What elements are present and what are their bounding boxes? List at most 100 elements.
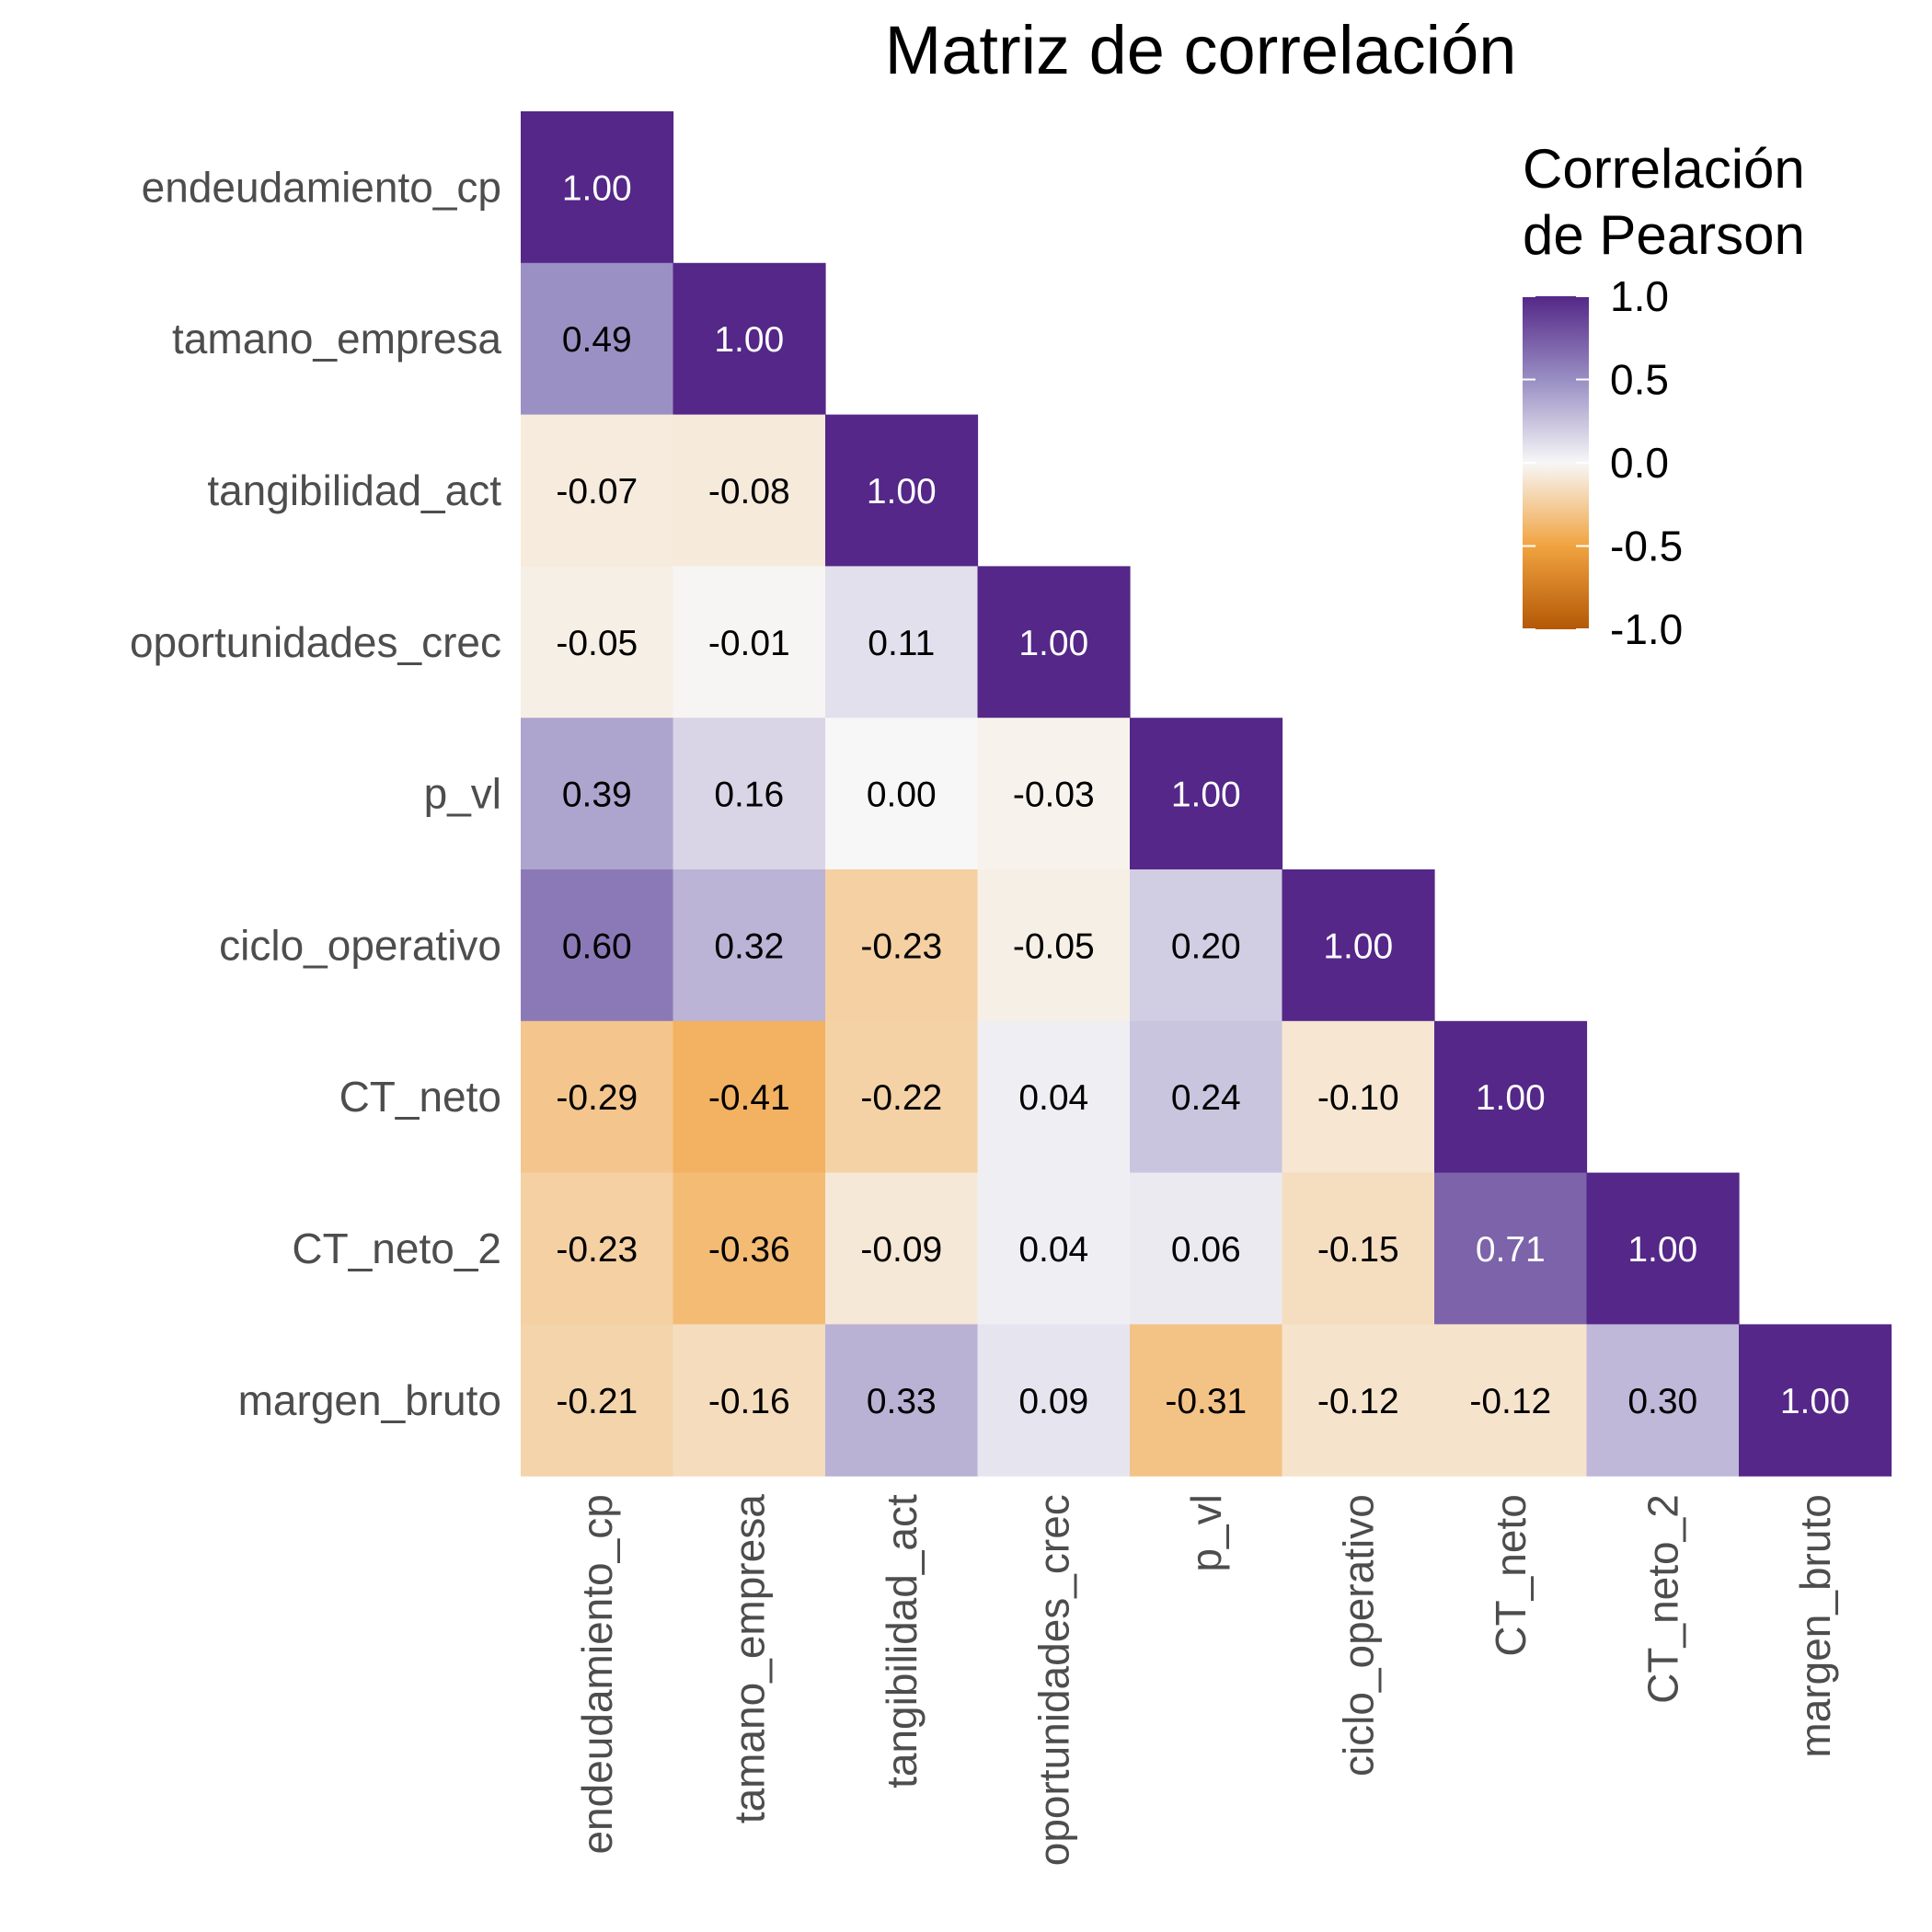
x-axis-label: endeudamiento_cp [573, 1494, 621, 1854]
cell-value-label: -0.12 [1317, 1382, 1399, 1421]
x-axis-label: CT_neto [1487, 1494, 1535, 1656]
x-axis-label: p_vl [1182, 1494, 1230, 1571]
heatmap-cell [1434, 1324, 1588, 1477]
cell-value-label: 1.00 [1780, 1382, 1850, 1421]
heatmap-cell [977, 869, 1131, 1022]
y-axis-labels: endeudamiento_cp tamano_empresa tangibilid… [130, 163, 501, 1423]
heatmap-cell [521, 718, 674, 870]
heatmap-cell [1434, 1020, 1588, 1174]
heatmap-cell [1130, 1020, 1283, 1174]
cell-value-label: 0.33 [867, 1382, 937, 1421]
heatmap-cells: 1.00 0.49 1.00 -0.07 -0.08 1.00 -0.05 -0.01 0.11… [521, 111, 1892, 1477]
heatmap-cell [977, 1324, 1131, 1477]
cell-value-label: -0.12 [1469, 1382, 1551, 1421]
heatmap-cell [1586, 1172, 1740, 1325]
heatmap-cell [1130, 718, 1283, 870]
y-axis-label: tangibilidad_act [207, 466, 501, 514]
cell-value-label: 0.06 [1171, 1230, 1241, 1270]
cell-value-label: -0.01 [708, 624, 790, 663]
heatmap-cell [825, 1172, 979, 1325]
heatmap-cell [1282, 1020, 1435, 1174]
legend-title-line-1: Correlación [1523, 138, 1805, 200]
heatmap-cell [825, 718, 979, 870]
heatmap-cell [1130, 869, 1283, 1022]
cell-value-label: -0.36 [708, 1230, 790, 1270]
heatmap-cell [825, 414, 979, 567]
x-axis-label: oportunidades_crec [1029, 1494, 1077, 1866]
cell-value-label: -0.23 [860, 926, 942, 966]
y-axis-label: ciclo_operativo [219, 921, 501, 969]
heatmap-cell [673, 1324, 826, 1477]
heatmap-cell [521, 111, 674, 264]
cell-value-label: -0.29 [556, 1078, 638, 1118]
heatmap-cell [977, 1020, 1131, 1174]
legend-tick-label: 1.0 [1610, 272, 1669, 320]
x-axis-label: ciclo_operativo [1334, 1494, 1382, 1777]
heatmap-cell [673, 414, 826, 567]
cell-value-label: 0.24 [1171, 1078, 1241, 1118]
heatmap-cell [825, 1020, 979, 1174]
heatmap-cell [1282, 1324, 1435, 1477]
cell-value-label: 0.16 [714, 776, 784, 815]
heatmap-cell [1739, 1324, 1892, 1477]
x-axis-label: tangibilidad_act [878, 1494, 926, 1788]
cell-value-label: -0.05 [556, 624, 638, 663]
heatmap-cell [673, 869, 826, 1022]
cell-value-label: 0.39 [562, 776, 632, 815]
legend-tick-label: -1.0 [1610, 605, 1683, 653]
heatmap-cell [977, 1172, 1131, 1325]
cell-value-label: 0.20 [1171, 926, 1241, 966]
heatmap-cell [1282, 1172, 1435, 1325]
cell-value-label: -0.22 [860, 1078, 942, 1118]
cell-value-label: 0.32 [714, 926, 784, 966]
cell-value-label: -0.03 [1013, 776, 1095, 815]
cell-value-label: -0.16 [708, 1382, 790, 1421]
heatmap-cell [521, 566, 674, 719]
cell-value-label: -0.08 [708, 472, 790, 512]
cell-value-label: 0.00 [867, 776, 937, 815]
legend-tick-label: 0.5 [1610, 356, 1669, 404]
cell-value-label: -0.05 [1013, 926, 1095, 966]
cell-value-label: -0.23 [556, 1230, 638, 1270]
legend-tick-label: 0.0 [1610, 439, 1669, 487]
cell-value-label: 0.09 [1018, 1382, 1088, 1421]
heatmap-cell [673, 718, 826, 870]
y-axis-label: CT_neto_2 [292, 1225, 501, 1272]
cell-value-label: 0.49 [562, 320, 632, 360]
cell-value-label: -0.41 [708, 1078, 790, 1118]
chart-title: Matriz de correlación [885, 12, 1517, 88]
cell-value-label: 1.00 [1171, 776, 1241, 815]
cell-value-label: -0.09 [860, 1230, 942, 1270]
heatmap-cell [673, 566, 826, 719]
x-axis-label: margen_bruto [1791, 1494, 1839, 1757]
y-axis-label: endeudamiento_cp [142, 163, 501, 211]
heatmap-cell [977, 566, 1131, 719]
legend: Correlación de Pearson 1.0 0.5 0.0 -0.5 -1.0 [1523, 138, 1805, 653]
heatmap-cell [825, 1324, 979, 1477]
cell-value-label: -0.15 [1317, 1230, 1399, 1270]
cell-value-label: 0.04 [1018, 1078, 1088, 1118]
cell-value-label: -0.10 [1317, 1078, 1399, 1118]
heatmap-cell [1434, 1172, 1588, 1325]
y-axis-label: oportunidades_crec [130, 618, 501, 666]
x-axis-label: CT_neto_2 [1639, 1494, 1686, 1704]
heatmap-cell [521, 414, 674, 567]
heatmap-cell [1130, 1172, 1283, 1325]
heatmap-cell [521, 1020, 674, 1174]
cell-value-label: 0.30 [1627, 1382, 1697, 1421]
cell-value-label: 0.11 [868, 624, 935, 663]
cell-value-label: 0.60 [562, 926, 632, 966]
y-axis-label: margen_bruto [238, 1376, 501, 1424]
heatmap-cell [673, 1172, 826, 1325]
cell-value-label: 1.00 [714, 320, 784, 360]
heatmap-cell [977, 718, 1131, 870]
heatmap-cell [825, 869, 979, 1022]
cell-value-label: 1.00 [1627, 1230, 1697, 1270]
y-axis-label: tamano_empresa [172, 315, 501, 362]
cell-value-label: 0.71 [1476, 1230, 1546, 1270]
legend-title-line-2: de Pearson [1523, 204, 1805, 266]
cell-value-label: 1.00 [562, 168, 632, 208]
x-axis-label: tamano_empresa [725, 1494, 773, 1823]
cell-value-label: -0.07 [556, 472, 638, 512]
legend-ticks: 1.0 0.5 0.0 -0.5 -1.0 [1523, 272, 1683, 653]
